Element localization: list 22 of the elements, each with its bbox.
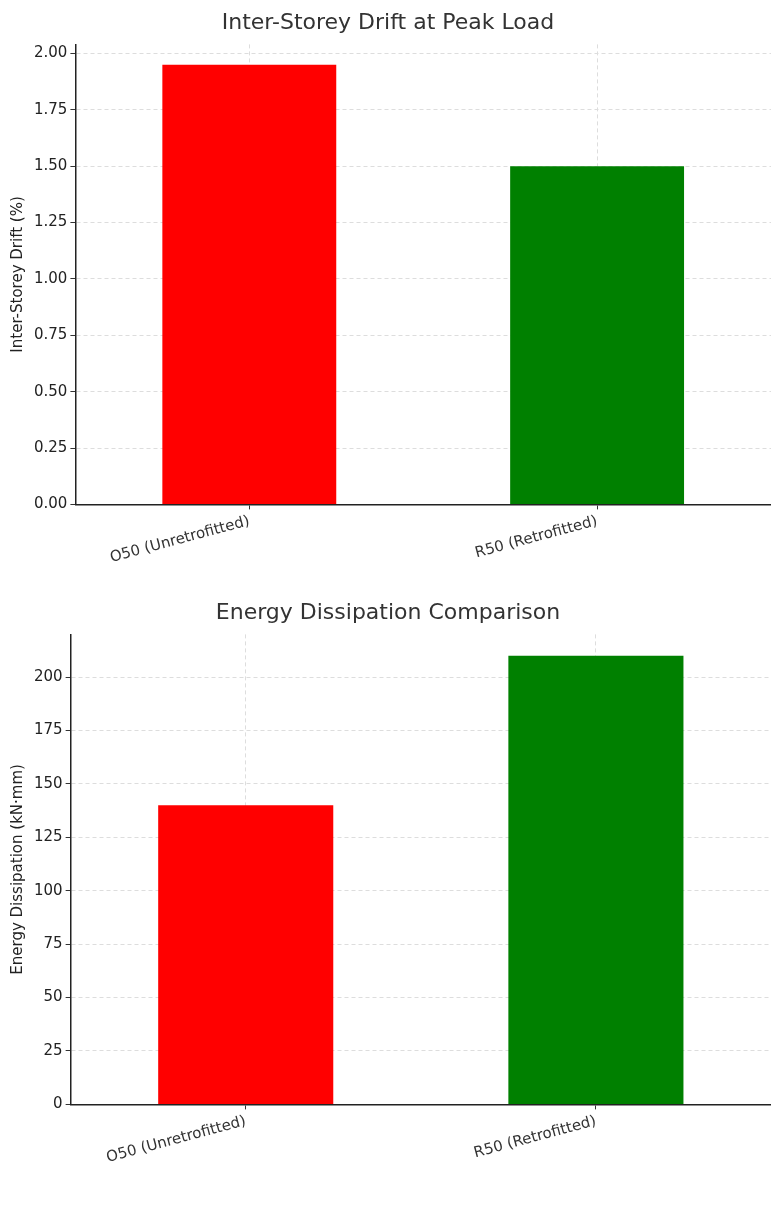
y-tick-label: 2.00	[33, 43, 68, 62]
y-axis-title: Inter-Storey Drift (%)	[7, 196, 26, 353]
y-tick-label: 1.00	[33, 268, 68, 287]
y-tick-label: 0	[53, 1094, 63, 1113]
y-tick-label: 150	[33, 773, 63, 792]
y-tick-label: 25	[43, 1040, 63, 1059]
y-axis-title: Energy Dissipation (kN·mm)	[7, 764, 26, 975]
y-tick-label: 75	[43, 934, 63, 953]
y-tick-label: 1.25	[33, 212, 68, 231]
y-tick-label: 0.00	[33, 494, 68, 513]
y-tick-label: 1.50	[33, 156, 68, 175]
chart-title: Energy Dissipation Comparison	[215, 598, 561, 624]
y-tick-label: 0.50	[33, 381, 68, 400]
y-tick-label: 0.75	[33, 325, 68, 344]
y-tick-label: 125	[33, 827, 63, 846]
chart-title: Inter-Storey Drift at Peak Load	[221, 8, 555, 34]
y-tick-label: 200	[33, 667, 63, 686]
y-tick-label: 0.25	[33, 437, 68, 456]
y-tick-label: 100	[33, 880, 63, 899]
y-tick-label: 175	[33, 720, 63, 739]
y-tick-label: 50	[43, 987, 63, 1006]
y-tick-label: 1.75	[33, 99, 68, 118]
